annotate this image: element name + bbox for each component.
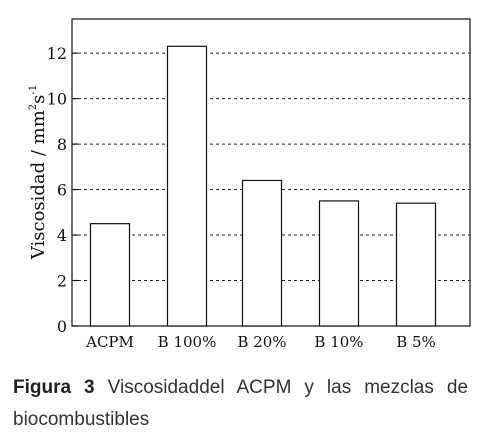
- bar-b-10: [318, 200, 360, 327]
- x-category-label: B 20%: [237, 333, 286, 351]
- bar-chart: 0 2 4 6 8 10 12 ACPM B 100% B 20% B 10% B 5% Visco…: [28, 18, 471, 351]
- bar-b-5: [395, 202, 437, 327]
- bars: [89, 45, 437, 327]
- y-tick-label: 4: [57, 226, 67, 245]
- y-axis-label-sup1: 2: [28, 104, 39, 110]
- y-tick-label: 6: [57, 181, 67, 200]
- y-tick-label: 12: [47, 44, 67, 63]
- x-axis: ACPM B 100% B 20% B 10% B 5%: [85, 333, 436, 351]
- y-axis: 0 2 4 6 8 10 12: [47, 44, 78, 336]
- caption-text: Viscosidaddel ACPM y las mezclas de bioc…: [13, 377, 469, 430]
- svg-text:Viscosidad / mm2s-1: Viscosidad / mm2s-1: [28, 85, 49, 260]
- x-category-label: B 10%: [314, 333, 363, 351]
- bar-b-20: [241, 179, 283, 327]
- y-tick-label: 8: [57, 135, 67, 154]
- x-category-label: ACPM: [85, 333, 134, 351]
- figure-caption: Figura 3 Viscosidaddel ACPM y las mezcla…: [13, 372, 468, 436]
- y-axis-label-sup2: -1: [28, 85, 39, 95]
- y-axis-label-main: Viscosidad / mm: [28, 110, 49, 260]
- bar-acpm: [89, 223, 131, 327]
- y-tick-label: 0: [57, 317, 67, 336]
- y-axis-label: Viscosidad / mm2s-1: [28, 85, 49, 260]
- y-tick-label: 2: [57, 272, 67, 291]
- y-tick-label: 10: [47, 90, 67, 109]
- bar-b-100: [166, 45, 208, 327]
- x-category-label: B 100%: [158, 333, 217, 351]
- y-axis-label-unit-s: s: [28, 95, 49, 104]
- caption-label: Figura 3: [13, 377, 95, 398]
- x-category-label: B 5%: [396, 333, 436, 351]
